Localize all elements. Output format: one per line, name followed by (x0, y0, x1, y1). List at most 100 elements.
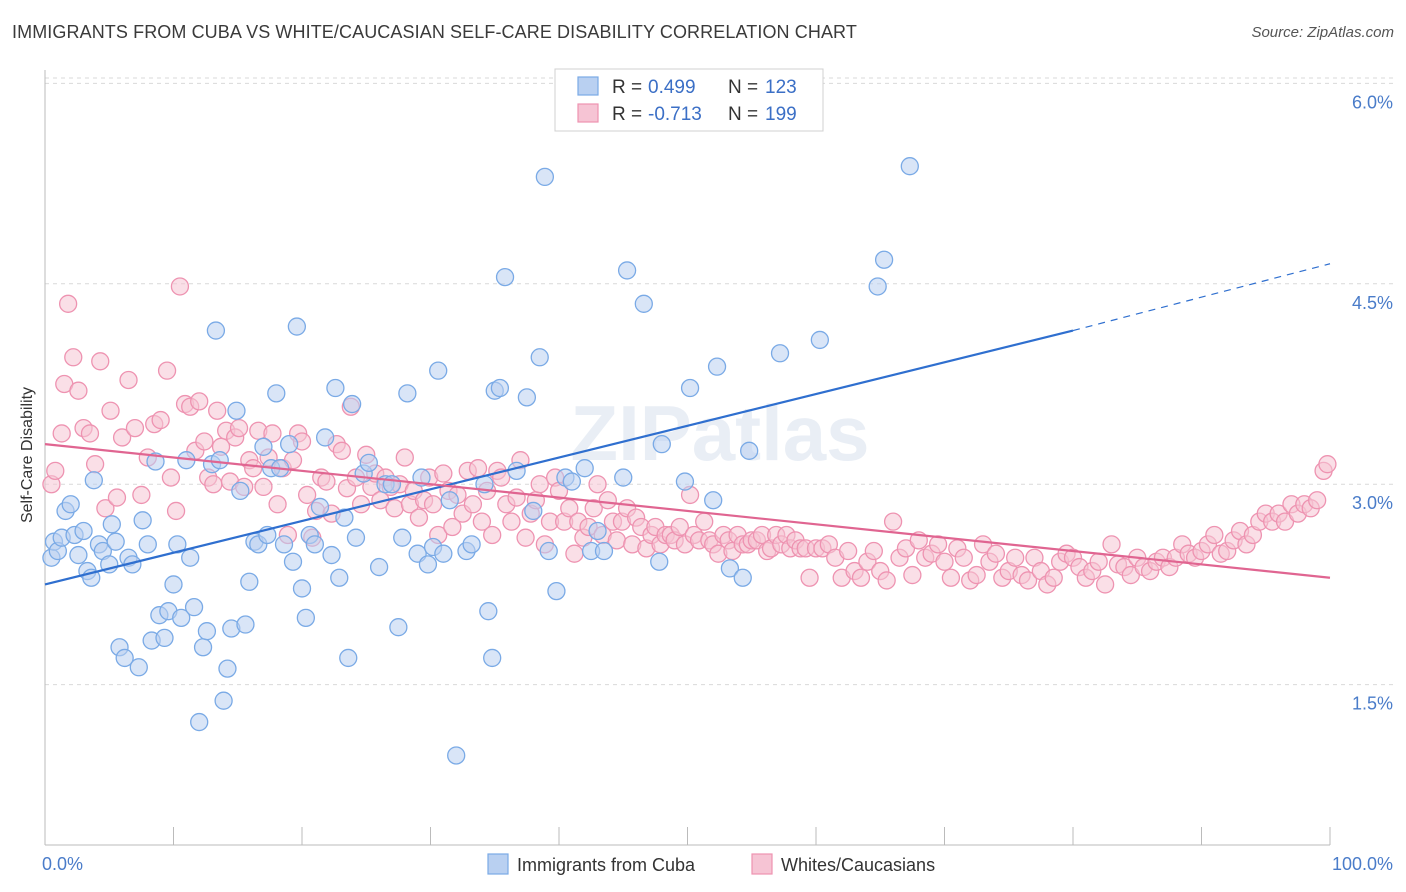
whites-point (423, 495, 443, 514)
cuba-point (530, 348, 549, 367)
cuba-point (483, 648, 502, 668)
legend-n-label: N = (728, 104, 758, 125)
whites-point (986, 544, 1006, 563)
cuba-point (740, 441, 759, 460)
whites-point (877, 571, 896, 590)
whites-point (268, 495, 287, 514)
whites-point (91, 352, 110, 371)
cuba-point (462, 535, 481, 554)
cuba-point (614, 468, 633, 487)
cuba-point (184, 598, 204, 617)
whites-point (254, 477, 273, 497)
whites-point (101, 401, 120, 420)
cuba-point (900, 157, 919, 176)
cuba-point (359, 453, 378, 472)
whites-point (161, 468, 181, 487)
cuba-point (634, 294, 653, 313)
cuba-point (197, 622, 217, 641)
cuba-point (218, 659, 237, 678)
whites-point (1102, 535, 1121, 554)
whites-point (1205, 525, 1224, 545)
cuba-point (524, 501, 543, 521)
cuba-point (206, 321, 226, 340)
axes (44, 70, 1331, 846)
whites-point (483, 525, 502, 545)
cuba-point (283, 552, 303, 571)
cuba-point (133, 511, 152, 530)
whites-point (903, 565, 922, 585)
cuba-point (575, 459, 594, 478)
whites-point (928, 535, 948, 554)
cuba-point (389, 618, 408, 637)
cuba-point (227, 401, 246, 420)
cuba-point (210, 451, 229, 470)
y-tick-label: 4.5% (1352, 293, 1393, 313)
cuba-point (547, 581, 566, 601)
cuba-point (296, 608, 316, 627)
cuba-trend-extension (1072, 263, 1331, 332)
legend-box (554, 68, 824, 132)
chart-title: IMMIGRANTS FROM CUBA VS WHITE/CAUCASIAN … (12, 22, 857, 42)
cuba-point (330, 568, 349, 587)
cuba-point (315, 428, 335, 447)
legend-r-value: 0.499 (648, 77, 696, 98)
cuba-point (398, 384, 417, 403)
whites-point (864, 541, 883, 561)
whites-point (195, 432, 214, 451)
whites-point (954, 548, 973, 567)
whites-point (800, 568, 819, 587)
whites-point (85, 455, 105, 474)
cuba-point (490, 378, 510, 398)
cuba-point (393, 528, 412, 547)
whites-point (208, 401, 227, 420)
whites-point (96, 499, 115, 518)
cuba-point (292, 579, 312, 598)
cuba-point (874, 250, 894, 269)
cuba-trend-line (44, 329, 1074, 586)
cuba-point (138, 535, 157, 554)
cuba-point (868, 277, 887, 296)
cuba-point (562, 472, 581, 491)
whites-point (1018, 571, 1038, 590)
cuba-point (146, 452, 165, 471)
legend-n-value: 123 (765, 77, 797, 98)
whites-point (170, 277, 190, 296)
trend-lines (44, 263, 1331, 586)
legend-r-value: -0.713 (648, 104, 702, 125)
cuba-point (287, 317, 307, 336)
bottom-legend: Immigrants from Cuba Whites/Caucasians (487, 853, 935, 875)
whites-point (297, 485, 317, 505)
bottom-legend-label-cuba: Immigrants from Cuba (517, 855, 696, 875)
cuba-point (594, 541, 614, 561)
whites-point (125, 418, 145, 438)
cuba-point (129, 658, 148, 677)
whites-point (883, 512, 903, 531)
cuba-point (236, 615, 255, 634)
cuba-point (707, 357, 727, 376)
cuba-point (429, 361, 448, 380)
legend-swatch-cuba (577, 76, 599, 96)
cuba-point (733, 568, 752, 587)
cuba-point (652, 434, 671, 454)
whites-point (434, 464, 453, 483)
whites-point (443, 517, 462, 537)
cuba-point (440, 491, 459, 510)
cuba-point (507, 461, 526, 481)
whites-point (1095, 575, 1115, 594)
whites-point (46, 461, 65, 481)
cuba-point (680, 378, 700, 398)
legend-r-label: R = (612, 77, 642, 98)
y-axis-label: Self-Care Disability (19, 387, 36, 523)
cuba-point (335, 508, 354, 527)
whites-point (851, 568, 871, 587)
cuba-point (650, 552, 669, 571)
cuba-point (770, 344, 790, 363)
whites-point (967, 565, 986, 585)
whites-point (502, 512, 521, 531)
cuba-point (274, 535, 294, 554)
whites-point (409, 508, 429, 527)
legend-n-label: N = (728, 77, 758, 98)
cuba-point (240, 572, 259, 591)
whites-point (229, 418, 249, 438)
